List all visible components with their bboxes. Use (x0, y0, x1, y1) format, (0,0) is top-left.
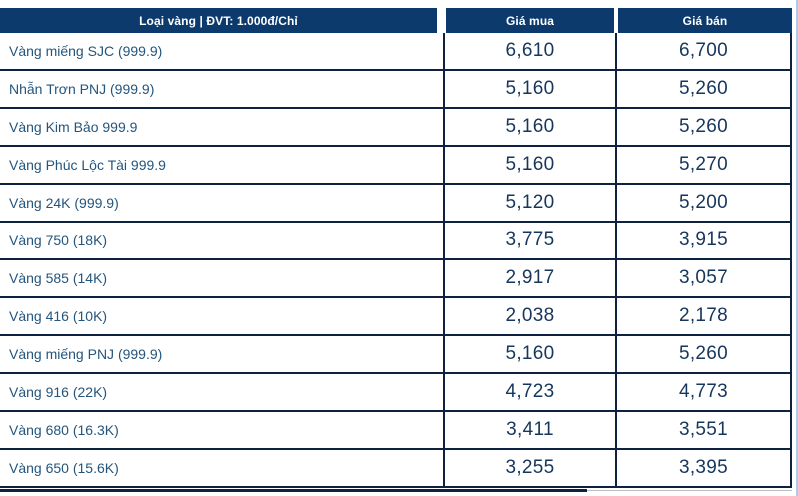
buy-price-cell: 3,411 (445, 412, 617, 448)
buy-price-cell: 2,917 (445, 260, 617, 297)
gold-type-cell: Vàng Kim Bảo 999.9 (0, 108, 445, 145)
sell-price-cell: 3,551 (617, 412, 792, 448)
table-header-row: Loại vàng | ĐVT: 1.000đ/Chỉ Giá mua Giá … (0, 8, 792, 33)
next-section-top-edge-light (587, 490, 792, 491)
table-row: Vàng Phúc Lộc Tài 999.9 5,160 5,270 (0, 146, 792, 185)
sell-price-cell: 5,260 (617, 70, 792, 107)
window-edge-strip (796, 0, 798, 496)
table-row: Vàng 750 (18K) 3,775 3,915 (0, 222, 792, 261)
table-row: Vàng miếng SJC (999.9) 6,610 6,700 (0, 33, 792, 71)
table-row: Vàng 680 (16.3K) 3,411 3,551 (0, 412, 792, 450)
buy-price-cell: 5,160 (445, 336, 617, 373)
column-header-gold-type: Loại vàng | ĐVT: 1.000đ/Chỉ (0, 8, 437, 33)
table-row: Vàng 24K (999.9) 5,120 5,200 (0, 184, 792, 223)
sell-price-cell: 3,915 (617, 222, 792, 259)
sell-price-cell: 5,260 (617, 336, 792, 373)
sell-price-cell: 5,260 (617, 108, 792, 145)
gold-type-cell: Vàng Phúc Lộc Tài 999.9 (0, 146, 445, 183)
table-row: Vàng 650 (15.6K) 3,255 3,395 (0, 449, 792, 488)
table-row: Vàng 585 (14K) 2,917 3,057 (0, 260, 792, 299)
sell-price-cell: 5,270 (617, 146, 792, 183)
buy-price-cell: 3,775 (445, 222, 617, 259)
gold-type-cell: Vàng 416 (10K) (0, 298, 445, 335)
gold-price-table: Loại vàng | ĐVT: 1.000đ/Chỉ Giá mua Giá … (0, 8, 792, 488)
sell-price-cell: 5,200 (617, 184, 792, 221)
column-header-sell-price: Giá bán (618, 8, 792, 33)
gold-type-cell: Vàng 750 (18K) (0, 222, 445, 259)
buy-price-cell: 4,723 (445, 374, 617, 411)
table-row: Vàng 416 (10K) 2,038 2,178 (0, 298, 792, 337)
buy-price-cell: 5,160 (445, 70, 617, 107)
sell-price-cell: 6,700 (617, 33, 792, 69)
buy-price-cell: 3,255 (445, 449, 617, 486)
gold-type-cell: Vàng 24K (999.9) (0, 184, 445, 221)
sell-price-cell: 3,395 (617, 449, 792, 486)
gold-type-cell: Vàng 680 (16.3K) (0, 412, 445, 448)
sell-price-cell: 3,057 (617, 260, 792, 297)
gold-type-cell: Vàng miếng PNJ (999.9) (0, 336, 445, 373)
table-row: Vàng Kim Bảo 999.9 5,160 5,260 (0, 108, 792, 147)
table-row: Nhẫn Trơn PNJ (999.9) 5,160 5,260 (0, 70, 792, 109)
buy-price-cell: 2,038 (445, 298, 617, 335)
table-row: Vàng 916 (22K) 4,723 4,773 (0, 374, 792, 413)
gold-type-cell: Nhẫn Trơn PNJ (999.9) (0, 70, 445, 107)
buy-price-cell: 6,610 (445, 33, 617, 69)
gold-type-cell: Vàng 916 (22K) (0, 374, 445, 411)
column-header-buy-price: Giá mua (446, 8, 614, 33)
table-body: Vàng miếng SJC (999.9) 6,610 6,700 Nhẫn Trơ… (0, 33, 792, 488)
buy-price-cell: 5,160 (445, 146, 617, 183)
next-section-top-edge (0, 489, 587, 492)
sell-price-cell: 2,178 (617, 298, 792, 335)
buy-price-cell: 5,160 (445, 108, 617, 145)
gold-type-cell: Vàng 650 (15.6K) (0, 449, 445, 486)
table-row: Vàng miếng PNJ (999.9) 5,160 5,260 (0, 336, 792, 375)
gold-type-cell: Vàng 585 (14K) (0, 260, 445, 297)
sell-price-cell: 4,773 (617, 374, 792, 411)
buy-price-cell: 5,120 (445, 184, 617, 221)
gold-type-cell: Vàng miếng SJC (999.9) (0, 33, 445, 69)
